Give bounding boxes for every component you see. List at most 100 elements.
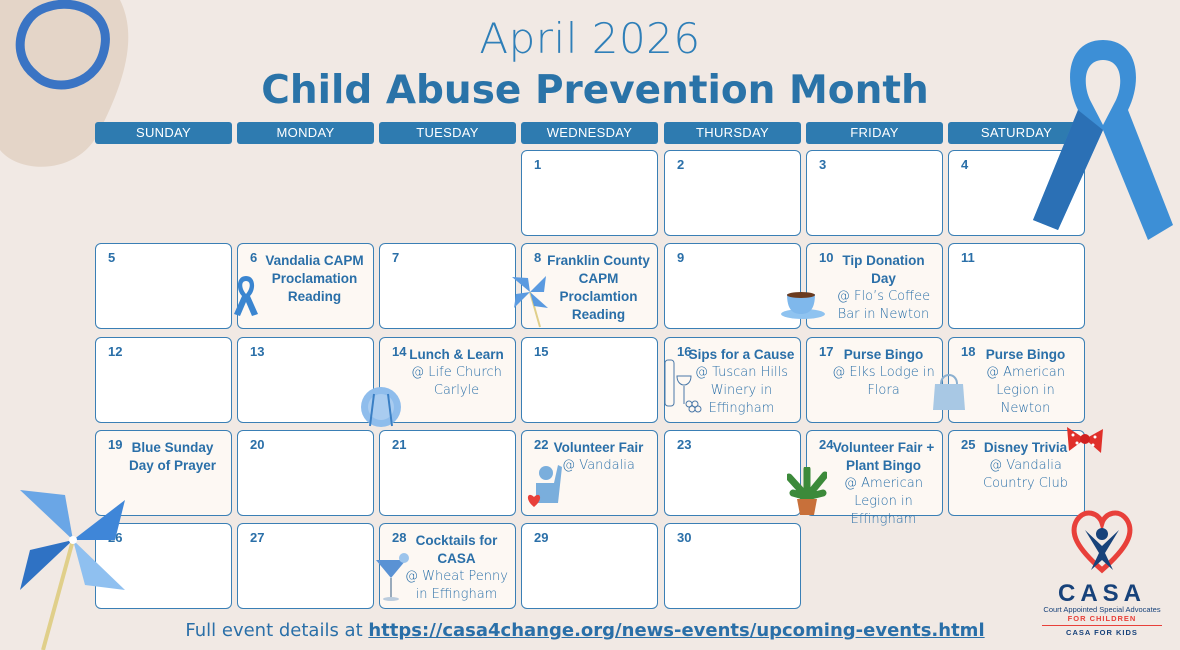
- events-link[interactable]: https://casa4change.org/news-events/upco…: [368, 620, 985, 641]
- day-number: 6: [250, 250, 258, 265]
- day-number: 29: [534, 530, 549, 545]
- day-number: 19: [108, 437, 123, 452]
- day-number: 2: [677, 157, 685, 172]
- day-number: 10: [819, 250, 834, 265]
- event-location: @ Life Church Carlyle: [411, 365, 502, 398]
- calendar-day-event[interactable]: 16 Sips for a Cause @ Tuscan Hills Winery …: [664, 337, 801, 423]
- plant-icon: [787, 467, 827, 515]
- calendar-day[interactable]: 26: [95, 523, 232, 609]
- calendar-day[interactable]: 20: [237, 430, 374, 516]
- calendar-day-event[interactable]: 25 Disney Trivia @ Vandalia Country Club: [948, 427, 1103, 516]
- calendar-day-event[interactable]: 18 Purse Bingo @ American Legion in Newton: [948, 337, 1085, 423]
- calendar-day[interactable]: 11: [948, 243, 1085, 329]
- day-number: 3: [819, 157, 827, 172]
- day-number: 17: [819, 344, 834, 359]
- event-info: Volunteer Fair + Plant Bingo @ American L…: [829, 439, 938, 529]
- calendar-day-event[interactable]: 19 Blue Sunday Day of Prayer: [95, 430, 232, 516]
- page-subtitle: Child Abuse Prevention Month: [261, 68, 929, 113]
- event-title: Sips for a Cause: [688, 347, 795, 362]
- event-title: Blue Sunday Day of Prayer: [128, 440, 217, 473]
- day-number: 28: [392, 530, 407, 545]
- day-number: 7: [392, 250, 400, 265]
- calendar-day-event[interactable]: 22 Volunteer Fair @ Vandalia: [521, 430, 658, 516]
- footer-text: Full event details at https://casa4chang…: [0, 620, 1170, 641]
- event-title: Purse Bingo: [985, 347, 1066, 362]
- calendar-day-event[interactable]: 14 Lunch & Learn @ Life Church Carlyle: [361, 337, 516, 427]
- day-number: 18: [961, 344, 976, 359]
- page-title: April 2026: [479, 14, 701, 63]
- awareness-ribbon-icon: [1033, 40, 1173, 240]
- coffee-cup-icon: [781, 292, 825, 319]
- event-location: @ Elks Lodge in Flora: [832, 365, 935, 398]
- event-info: Lunch & Learn @ Life Church Carlyle: [402, 346, 511, 400]
- event-location: @ Vandalia Country Club: [983, 458, 1068, 491]
- calendar-day[interactable]: 9: [664, 243, 801, 329]
- event-title: Purse Bingo: [843, 347, 924, 362]
- event-location: @ Vandalia: [562, 458, 635, 473]
- event-location: @ Flo’s Coffee Bar in Newton: [836, 289, 931, 322]
- day-number: 24: [819, 437, 834, 452]
- day-number: 9: [677, 250, 685, 265]
- calendar-day[interactable]: 21: [379, 430, 516, 516]
- day-number: 12: [108, 344, 123, 359]
- event-title: Franklin County CAPM Proclamtion Reading: [547, 253, 650, 322]
- event-title: Lunch & Learn: [409, 347, 504, 362]
- calendar-day[interactable]: 27: [237, 523, 374, 609]
- day-number: 20: [250, 437, 265, 452]
- event-info: Blue Sunday Day of Prayer: [118, 439, 227, 475]
- wine-grapes-icon: [664, 359, 702, 413]
- event-location: @ Tuscan Hills Winery in Effingham: [695, 365, 788, 416]
- volunteer-heart-icon: [527, 465, 562, 507]
- day-number: 30: [677, 530, 692, 545]
- logo-tagline: Court Appointed Special Advocates: [1043, 605, 1161, 614]
- purse-icon: [933, 374, 965, 410]
- weekday-header-tuesday: TUESDAY: [379, 122, 516, 144]
- calendar-day-event[interactable]: 8 Franklin County CAPM Proclamtion Readin…: [512, 243, 658, 329]
- day-number: 22: [534, 437, 549, 452]
- calendar-day[interactable]: 13: [237, 337, 374, 423]
- logo-name: CASA: [1057, 580, 1146, 607]
- calendar-day-event[interactable]: 10 Tip Donation Day @ Flo’s Coffee Bar in …: [781, 243, 943, 329]
- calendar-day-event[interactable]: 17 Purse Bingo @ Elks Lodge in Flora: [806, 337, 965, 423]
- pinwheel-icon: [20, 490, 125, 650]
- event-info: Disney Trivia @ Vandalia Country Club: [971, 439, 1080, 493]
- footer-prefix: Full event details at: [185, 620, 369, 641]
- calendar-day[interactable]: 15: [521, 337, 658, 423]
- day-number: 15: [534, 344, 549, 359]
- weekday-header-saturday: SATURDAY: [948, 122, 1085, 144]
- event-info: Cocktails for CASA @ Wheat Penny in Effin…: [402, 532, 511, 604]
- calendar-day[interactable]: 7: [379, 243, 516, 329]
- day-number: 14: [392, 344, 407, 359]
- weekday-header-sunday: SUNDAY: [95, 122, 232, 144]
- event-info: Purse Bingo @ Elks Lodge in Flora: [829, 346, 938, 400]
- calendar-day[interactable]: 5: [95, 243, 232, 329]
- calendar-day[interactable]: 12: [95, 337, 232, 423]
- day-number: 11: [961, 250, 975, 265]
- event-title: Cocktails for CASA: [415, 533, 498, 566]
- weekday-header-wednesday: WEDNESDAY: [521, 122, 658, 144]
- calendar-day-event[interactable]: 28 Cocktails for CASA @ Wheat Penny in Eff…: [376, 523, 516, 609]
- event-title: Vandalia CAPM Proclamation Reading: [265, 253, 364, 304]
- event-title: Volunteer Fair: [553, 440, 644, 455]
- weekday-header-friday: FRIDAY: [806, 122, 943, 144]
- calendar-day[interactable]: 30: [664, 523, 801, 609]
- calendar-day-event[interactable]: 24 Volunteer Fair + Plant Bingo @ American…: [787, 430, 943, 527]
- event-title: Volunteer Fair + Plant Bingo: [832, 440, 935, 473]
- calendar-day[interactable]: 3: [806, 150, 943, 236]
- calendar-day[interactable]: 2: [664, 150, 801, 236]
- day-number: 8: [534, 250, 542, 265]
- calendar-day[interactable]: 23: [664, 430, 801, 516]
- event-info: Vandalia CAPM Proclamation Reading: [260, 252, 369, 306]
- weekday-header-monday: MONDAY: [237, 122, 374, 144]
- event-title: Disney Trivia: [983, 440, 1068, 455]
- weekday-header-thursday: THURSDAY: [664, 122, 801, 144]
- day-number: 16: [677, 344, 692, 359]
- event-info: Purse Bingo @ American Legion in Newton: [971, 346, 1080, 418]
- event-location: @ Wheat Penny in Effingham: [405, 569, 508, 602]
- calendar-day[interactable]: 29: [521, 523, 658, 609]
- day-number: 13: [250, 344, 265, 359]
- calendar-day-event[interactable]: 6 Vandalia CAPM Proclamation Reading: [234, 243, 374, 329]
- cocktail-icon: [376, 553, 409, 601]
- calendar-day[interactable]: 1: [521, 150, 658, 236]
- casa-logo: CASA Court Appointed Special Advocates F…: [1032, 508, 1172, 637]
